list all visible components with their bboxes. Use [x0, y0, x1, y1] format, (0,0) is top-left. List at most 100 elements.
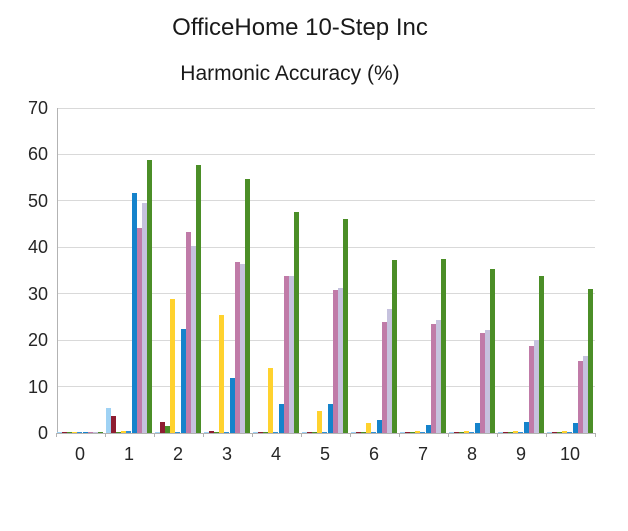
bar-series-1-lightblue-x0: [57, 432, 62, 433]
y-axis-line: [57, 108, 58, 433]
y-axis-label-20: 20: [27, 330, 48, 351]
bar-series-7-pink-x9: [529, 346, 534, 433]
plot-area: [55, 107, 596, 437]
bar-series-5-blue-small-x2: [175, 432, 180, 433]
gridline-20: [57, 339, 595, 341]
bar-series-9-green-x10: [588, 289, 593, 433]
bar-series-1-lightblue-x2: [155, 432, 160, 433]
gridline-60: [57, 153, 595, 155]
bar-series-9-green-x0: [98, 432, 103, 433]
x-axis-label-2: 2: [172, 444, 183, 464]
bar-series-3-green-small-x6: [361, 432, 366, 433]
bar-series-4-yellow-x3: [219, 315, 224, 433]
bar-series-5-blue-small-x10: [567, 432, 572, 433]
bar-series-6-blue-x7: [426, 425, 431, 433]
x-axis-label-0: 0: [74, 444, 85, 464]
bar-series-1-lightblue-x4: [253, 432, 258, 433]
bar-series-7-pink-x4: [284, 276, 289, 433]
x-tick-mark: [398, 433, 400, 437]
bar-series-4-yellow-x0: [72, 432, 77, 433]
y-axis-label-50: 50: [27, 190, 48, 211]
bar-series-2-maroon-x2: [160, 422, 165, 433]
bar-series-2-maroon-x4: [258, 432, 263, 433]
bar-series-4-yellow-x2: [170, 299, 175, 433]
bar-series-2-maroon-x6: [356, 432, 361, 433]
bar-series-6-blue-x10: [573, 423, 578, 433]
bar-series-5-blue-small-x1: [126, 431, 131, 433]
x-tick-mark: [202, 433, 204, 437]
x-tick-mark: [104, 433, 106, 437]
bar-series-8-lavender-x4: [289, 276, 294, 433]
bar-series-9-green-x2: [196, 165, 201, 433]
bar-series-6-blue-x2: [181, 329, 186, 433]
x-tick-mark: [153, 433, 155, 437]
x-axis-label-4: 4: [270, 444, 281, 464]
y-axis-label-30: 30: [27, 283, 48, 304]
bar-series-7-pink-x2: [186, 232, 191, 433]
bar-series-1-lightblue-x5: [302, 432, 307, 433]
bar-series-2-maroon-x1: [111, 416, 116, 433]
bar-series-6-blue-x5: [328, 404, 333, 433]
x-tick-mark: [55, 433, 57, 437]
bar-series-6-blue-x8: [475, 423, 480, 433]
y-axis-label-40: 40: [27, 237, 48, 258]
gridline-70: [57, 107, 595, 109]
bar-series-5-blue-small-x6: [371, 432, 376, 433]
x-axis-label-9: 9: [515, 444, 526, 464]
bar-series-1-lightblue-x8: [449, 432, 454, 433]
bar-series-7-pink-x6: [382, 322, 387, 433]
bar-series-4-yellow-x9: [513, 431, 518, 433]
bar-series-3-green-small-x3: [214, 432, 219, 433]
x-tick-mark: [349, 433, 351, 437]
bar-series-2-maroon-x0: [62, 432, 67, 433]
bar-series-8-lavender-x0: [93, 432, 98, 433]
x-tick-mark: [251, 433, 253, 437]
bar-series-9-green-x9: [539, 276, 544, 433]
bar-series-9-green-x7: [441, 259, 446, 433]
bar-series-9-green-x8: [490, 269, 495, 433]
bar-series-5-blue-small-x0: [77, 432, 82, 433]
bar-series-2-maroon-x7: [405, 432, 410, 433]
gridline-40: [57, 246, 595, 248]
chart-subtitle: Harmonic Accuracy (%): [180, 62, 400, 85]
gridline-30: [57, 293, 595, 295]
bar-series-9-green-x3: [245, 179, 250, 433]
bar-series-6-blue-x9: [524, 422, 529, 433]
bar-series-8-lavender-x5: [338, 288, 343, 433]
x-tick-mark: [447, 433, 449, 437]
x-axis-label-6: 6: [368, 444, 379, 464]
bar-series-6-blue-x1: [132, 193, 137, 433]
bar-series-8-lavender-x2: [191, 246, 196, 433]
bar-series-8-lavender-x7: [436, 320, 441, 433]
bar-series-1-lightblue-x3: [204, 432, 209, 433]
bar-series-3-green-small-x2: [165, 426, 170, 433]
bar-series-6-blue-x6: [377, 420, 382, 433]
bar-series-4-yellow-x8: [464, 431, 469, 433]
bar-series-3-green-small-x9: [508, 432, 513, 433]
bar-series-2-maroon-x9: [503, 432, 508, 433]
bar-series-9-green-x6: [392, 260, 397, 433]
gridline-50: [57, 200, 595, 202]
bar-series-6-blue-x0: [83, 432, 88, 433]
bar-series-8-lavender-x8: [485, 330, 490, 433]
x-axis-label-3: 3: [221, 444, 232, 464]
bar-series-1-lightblue-x1: [106, 408, 111, 433]
bar-series-2-maroon-x5: [307, 432, 312, 433]
bar-series-3-green-small-x5: [312, 432, 317, 433]
bar-series-8-lavender-x10: [583, 356, 588, 433]
bar-series-8-lavender-x9: [534, 340, 539, 433]
bar-series-1-lightblue-x6: [351, 432, 356, 433]
gridline-10: [57, 386, 595, 388]
bar-series-7-pink-x1: [137, 228, 142, 433]
bar-series-9-green-x5: [343, 219, 348, 433]
bar-series-3-green-small-x4: [263, 432, 268, 433]
bar-series-1-lightblue-x7: [400, 432, 405, 433]
bar-series-8-lavender-x3: [240, 264, 245, 433]
bar-series-5-blue-small-x5: [322, 432, 327, 433]
bar-series-2-maroon-x10: [552, 432, 557, 433]
bar-series-7-pink-x0: [88, 432, 93, 433]
chart-title: OfficeHome 10-Step Inc: [172, 14, 428, 41]
bar-series-7-pink-x7: [431, 324, 436, 433]
bar-series-5-blue-small-x7: [420, 432, 425, 433]
